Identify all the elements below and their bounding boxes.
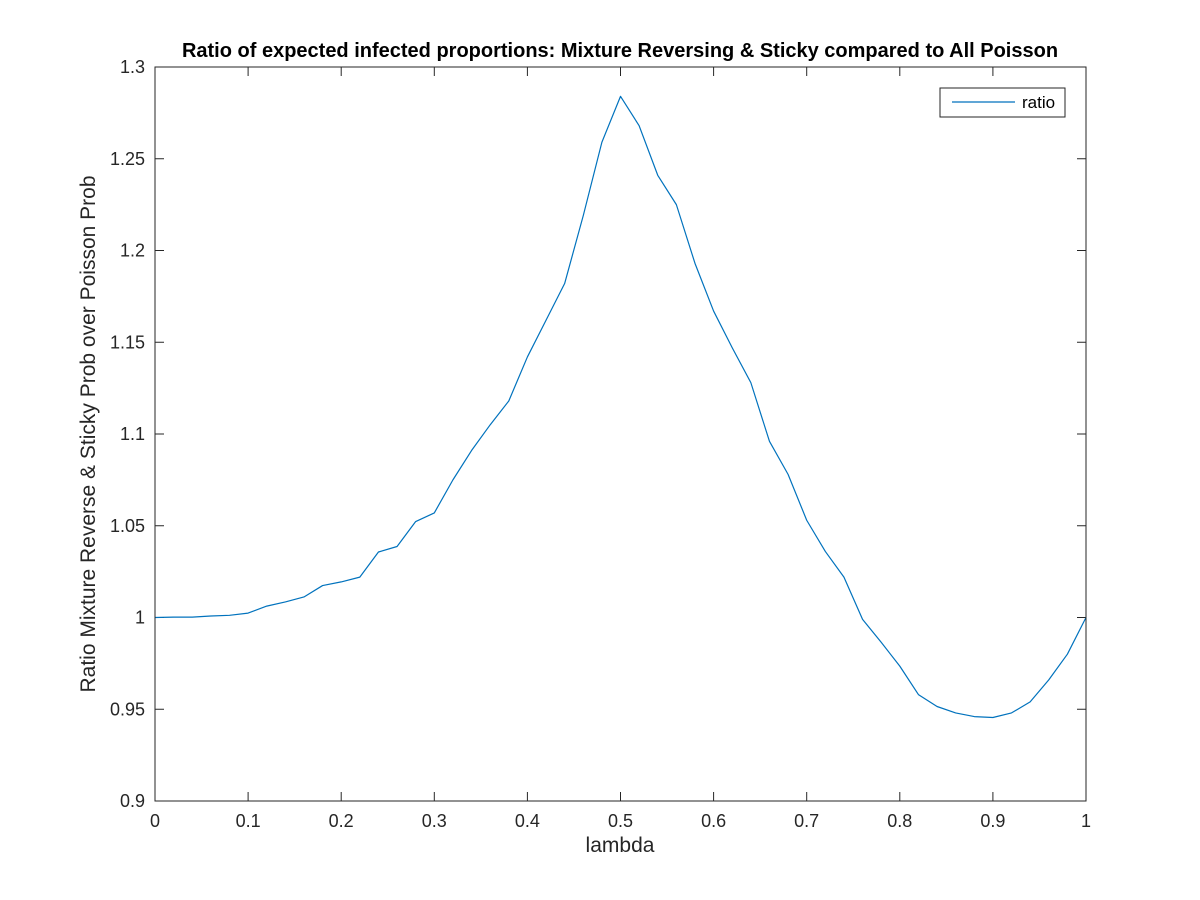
y-axis-label: Ratio Mixture Reverse & Sticky Prob over… — [77, 175, 100, 692]
axes-box — [154, 66, 1087, 802]
x-tick-label: 0.6 — [701, 811, 726, 831]
y-tick-label: 1.2 — [120, 241, 145, 261]
x-tick-label: 0 — [150, 811, 160, 831]
y-tick-label: 1.3 — [120, 57, 145, 77]
x-tick-label: 0.9 — [980, 811, 1005, 831]
tick-labels-layer: 0 0.1 0.2 0.3 0.4 0.5 0.6 0.7 0.8 0.9 1 0.9 0.95 1 1.0… — [110, 57, 1091, 831]
x-tick-label: 0.5 — [608, 811, 633, 831]
x-tick-label: 0.8 — [887, 811, 912, 831]
x-tick-label: 0.7 — [794, 811, 819, 831]
x-tick-label: 0.3 — [422, 811, 447, 831]
plot-background — [155, 67, 1086, 801]
y-tick-label: 1.25 — [110, 149, 145, 169]
y-tick-label: 0.95 — [110, 699, 145, 719]
y-tick-label: 1.1 — [120, 424, 145, 444]
x-tick-label: 1 — [1081, 811, 1091, 831]
legend-label-ratio: ratio — [1022, 93, 1055, 112]
legend: ratio — [939, 87, 1066, 118]
y-tick-label: 1.05 — [110, 516, 145, 536]
series-layer — [154, 95, 1087, 719]
x-tick-label: 0.2 — [329, 811, 354, 831]
y-tick-label: 1.15 — [110, 332, 145, 352]
x-tick-label: 0.1 — [236, 811, 261, 831]
x-axis-label: lambda — [586, 834, 655, 857]
x-tick-label: 0.4 — [515, 811, 540, 831]
series-line-ratio — [154, 95, 1087, 719]
y-tick-label: 0.9 — [120, 791, 145, 811]
chart-title: Ratio of expected infected proportions: … — [182, 40, 1058, 62]
y-tick-label: 1 — [135, 608, 145, 628]
